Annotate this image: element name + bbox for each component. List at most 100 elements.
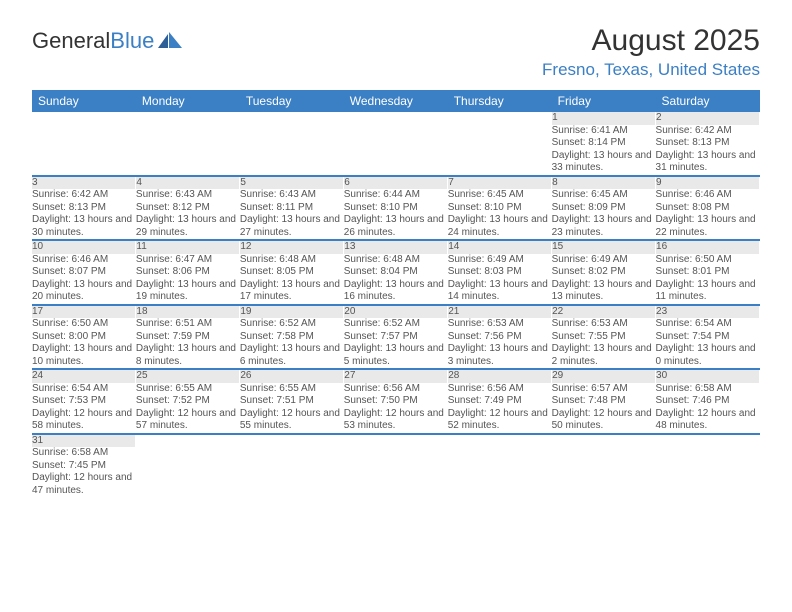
- day-data-cell: Sunrise: 6:50 AMSunset: 8:00 PMDaylight:…: [32, 318, 136, 369]
- day-number-cell: 3: [32, 176, 136, 190]
- day-data-cell: [240, 447, 344, 497]
- logo-text-1: General: [32, 28, 110, 54]
- day-number-cell: 17: [32, 305, 136, 319]
- data-row: Sunrise: 6:42 AMSunset: 8:13 PMDaylight:…: [32, 189, 760, 240]
- day-number-cell: [656, 434, 760, 448]
- day-data-cell: Sunrise: 6:43 AMSunset: 8:11 PMDaylight:…: [240, 189, 344, 240]
- day-data-cell: Sunrise: 6:54 AMSunset: 7:53 PMDaylight:…: [32, 383, 136, 434]
- day-number-cell: 7: [448, 176, 552, 190]
- day-data-cell: Sunrise: 6:49 AMSunset: 8:03 PMDaylight:…: [448, 254, 552, 305]
- day-number-cell: 9: [656, 176, 760, 190]
- day-data-cell: Sunrise: 6:52 AMSunset: 7:58 PMDaylight:…: [240, 318, 344, 369]
- day-number-cell: [344, 112, 448, 125]
- header: GeneralBlue August 2025 Fresno, Texas, U…: [32, 24, 760, 80]
- day-number-cell: 16: [656, 240, 760, 254]
- day-data-cell: Sunrise: 6:44 AMSunset: 8:10 PMDaylight:…: [344, 189, 448, 240]
- day-number-cell: 23: [656, 305, 760, 319]
- day-number-cell: 29: [552, 369, 656, 383]
- day-data-cell: [552, 447, 656, 497]
- day-number-cell: 25: [136, 369, 240, 383]
- data-row: Sunrise: 6:58 AMSunset: 7:45 PMDaylight:…: [32, 447, 760, 497]
- day-data-cell: Sunrise: 6:56 AMSunset: 7:50 PMDaylight:…: [344, 383, 448, 434]
- day-number-cell: 30: [656, 369, 760, 383]
- day-data-cell: Sunrise: 6:43 AMSunset: 8:12 PMDaylight:…: [136, 189, 240, 240]
- day-number-cell: [552, 434, 656, 448]
- calendar-table: SundayMondayTuesdayWednesdayThursdayFrid…: [32, 90, 760, 497]
- data-row: Sunrise: 6:50 AMSunset: 8:00 PMDaylight:…: [32, 318, 760, 369]
- day-number-cell: [136, 112, 240, 125]
- day-data-cell: Sunrise: 6:42 AMSunset: 8:13 PMDaylight:…: [32, 189, 136, 240]
- day-data-cell: Sunrise: 6:54 AMSunset: 7:54 PMDaylight:…: [656, 318, 760, 369]
- day-data-cell: Sunrise: 6:50 AMSunset: 8:01 PMDaylight:…: [656, 254, 760, 305]
- weekday-header: Saturday: [656, 90, 760, 112]
- daynum-row: 10111213141516: [32, 240, 760, 254]
- day-number-cell: 18: [136, 305, 240, 319]
- day-data-cell: Sunrise: 6:49 AMSunset: 8:02 PMDaylight:…: [552, 254, 656, 305]
- day-data-cell: Sunrise: 6:46 AMSunset: 8:07 PMDaylight:…: [32, 254, 136, 305]
- day-number-cell: [240, 434, 344, 448]
- day-number-cell: 24: [32, 369, 136, 383]
- day-number-cell: [136, 434, 240, 448]
- day-data-cell: Sunrise: 6:53 AMSunset: 7:55 PMDaylight:…: [552, 318, 656, 369]
- day-number-cell: [32, 112, 136, 125]
- daynum-row: 24252627282930: [32, 369, 760, 383]
- day-data-cell: Sunrise: 6:51 AMSunset: 7:59 PMDaylight:…: [136, 318, 240, 369]
- day-number-cell: 28: [448, 369, 552, 383]
- day-data-cell: [136, 447, 240, 497]
- day-number-cell: 12: [240, 240, 344, 254]
- day-data-cell: Sunrise: 6:42 AMSunset: 8:13 PMDaylight:…: [656, 125, 760, 176]
- day-data-cell: [240, 125, 344, 176]
- day-data-cell: [344, 125, 448, 176]
- month-title: August 2025: [542, 24, 760, 58]
- weekday-header: Sunday: [32, 90, 136, 112]
- weekday-header-row: SundayMondayTuesdayWednesdayThursdayFrid…: [32, 90, 760, 112]
- weekday-header: Friday: [552, 90, 656, 112]
- day-number-cell: 15: [552, 240, 656, 254]
- day-number-cell: 19: [240, 305, 344, 319]
- day-number-cell: 20: [344, 305, 448, 319]
- day-data-cell: [656, 447, 760, 497]
- weekday-header: Wednesday: [344, 90, 448, 112]
- day-number-cell: 6: [344, 176, 448, 190]
- daynum-row: 17181920212223: [32, 305, 760, 319]
- data-row: Sunrise: 6:41 AMSunset: 8:14 PMDaylight:…: [32, 125, 760, 176]
- day-number-cell: 4: [136, 176, 240, 190]
- day-number-cell: 2: [656, 112, 760, 125]
- day-data-cell: Sunrise: 6:45 AMSunset: 8:10 PMDaylight:…: [448, 189, 552, 240]
- day-data-cell: Sunrise: 6:58 AMSunset: 7:46 PMDaylight:…: [656, 383, 760, 434]
- day-data-cell: [448, 447, 552, 497]
- weekday-header: Monday: [136, 90, 240, 112]
- day-number-cell: 10: [32, 240, 136, 254]
- day-number-cell: 11: [136, 240, 240, 254]
- data-row: Sunrise: 6:54 AMSunset: 7:53 PMDaylight:…: [32, 383, 760, 434]
- day-data-cell: [32, 125, 136, 176]
- day-number-cell: 14: [448, 240, 552, 254]
- weekday-header: Tuesday: [240, 90, 344, 112]
- day-data-cell: Sunrise: 6:47 AMSunset: 8:06 PMDaylight:…: [136, 254, 240, 305]
- location: Fresno, Texas, United States: [542, 60, 760, 80]
- day-number-cell: [448, 434, 552, 448]
- day-number-cell: 1: [552, 112, 656, 125]
- day-data-cell: Sunrise: 6:53 AMSunset: 7:56 PMDaylight:…: [448, 318, 552, 369]
- day-data-cell: Sunrise: 6:55 AMSunset: 7:52 PMDaylight:…: [136, 383, 240, 434]
- day-number-cell: 21: [448, 305, 552, 319]
- day-data-cell: Sunrise: 6:48 AMSunset: 8:04 PMDaylight:…: [344, 254, 448, 305]
- day-number-cell: 5: [240, 176, 344, 190]
- day-number-cell: 31: [32, 434, 136, 448]
- day-data-cell: Sunrise: 6:52 AMSunset: 7:57 PMDaylight:…: [344, 318, 448, 369]
- day-number-cell: [344, 434, 448, 448]
- daynum-row: 3456789: [32, 176, 760, 190]
- title-block: August 2025 Fresno, Texas, United States: [542, 24, 760, 80]
- day-data-cell: Sunrise: 6:55 AMSunset: 7:51 PMDaylight:…: [240, 383, 344, 434]
- day-data-cell: Sunrise: 6:46 AMSunset: 8:08 PMDaylight:…: [656, 189, 760, 240]
- day-data-cell: Sunrise: 6:45 AMSunset: 8:09 PMDaylight:…: [552, 189, 656, 240]
- day-number-cell: 13: [344, 240, 448, 254]
- daynum-row: 12: [32, 112, 760, 125]
- day-data-cell: [136, 125, 240, 176]
- logo-text-2: Blue: [110, 28, 154, 54]
- day-data-cell: Sunrise: 6:48 AMSunset: 8:05 PMDaylight:…: [240, 254, 344, 305]
- day-data-cell: Sunrise: 6:58 AMSunset: 7:45 PMDaylight:…: [32, 447, 136, 497]
- day-data-cell: Sunrise: 6:56 AMSunset: 7:49 PMDaylight:…: [448, 383, 552, 434]
- day-data-cell: Sunrise: 6:57 AMSunset: 7:48 PMDaylight:…: [552, 383, 656, 434]
- day-number-cell: [240, 112, 344, 125]
